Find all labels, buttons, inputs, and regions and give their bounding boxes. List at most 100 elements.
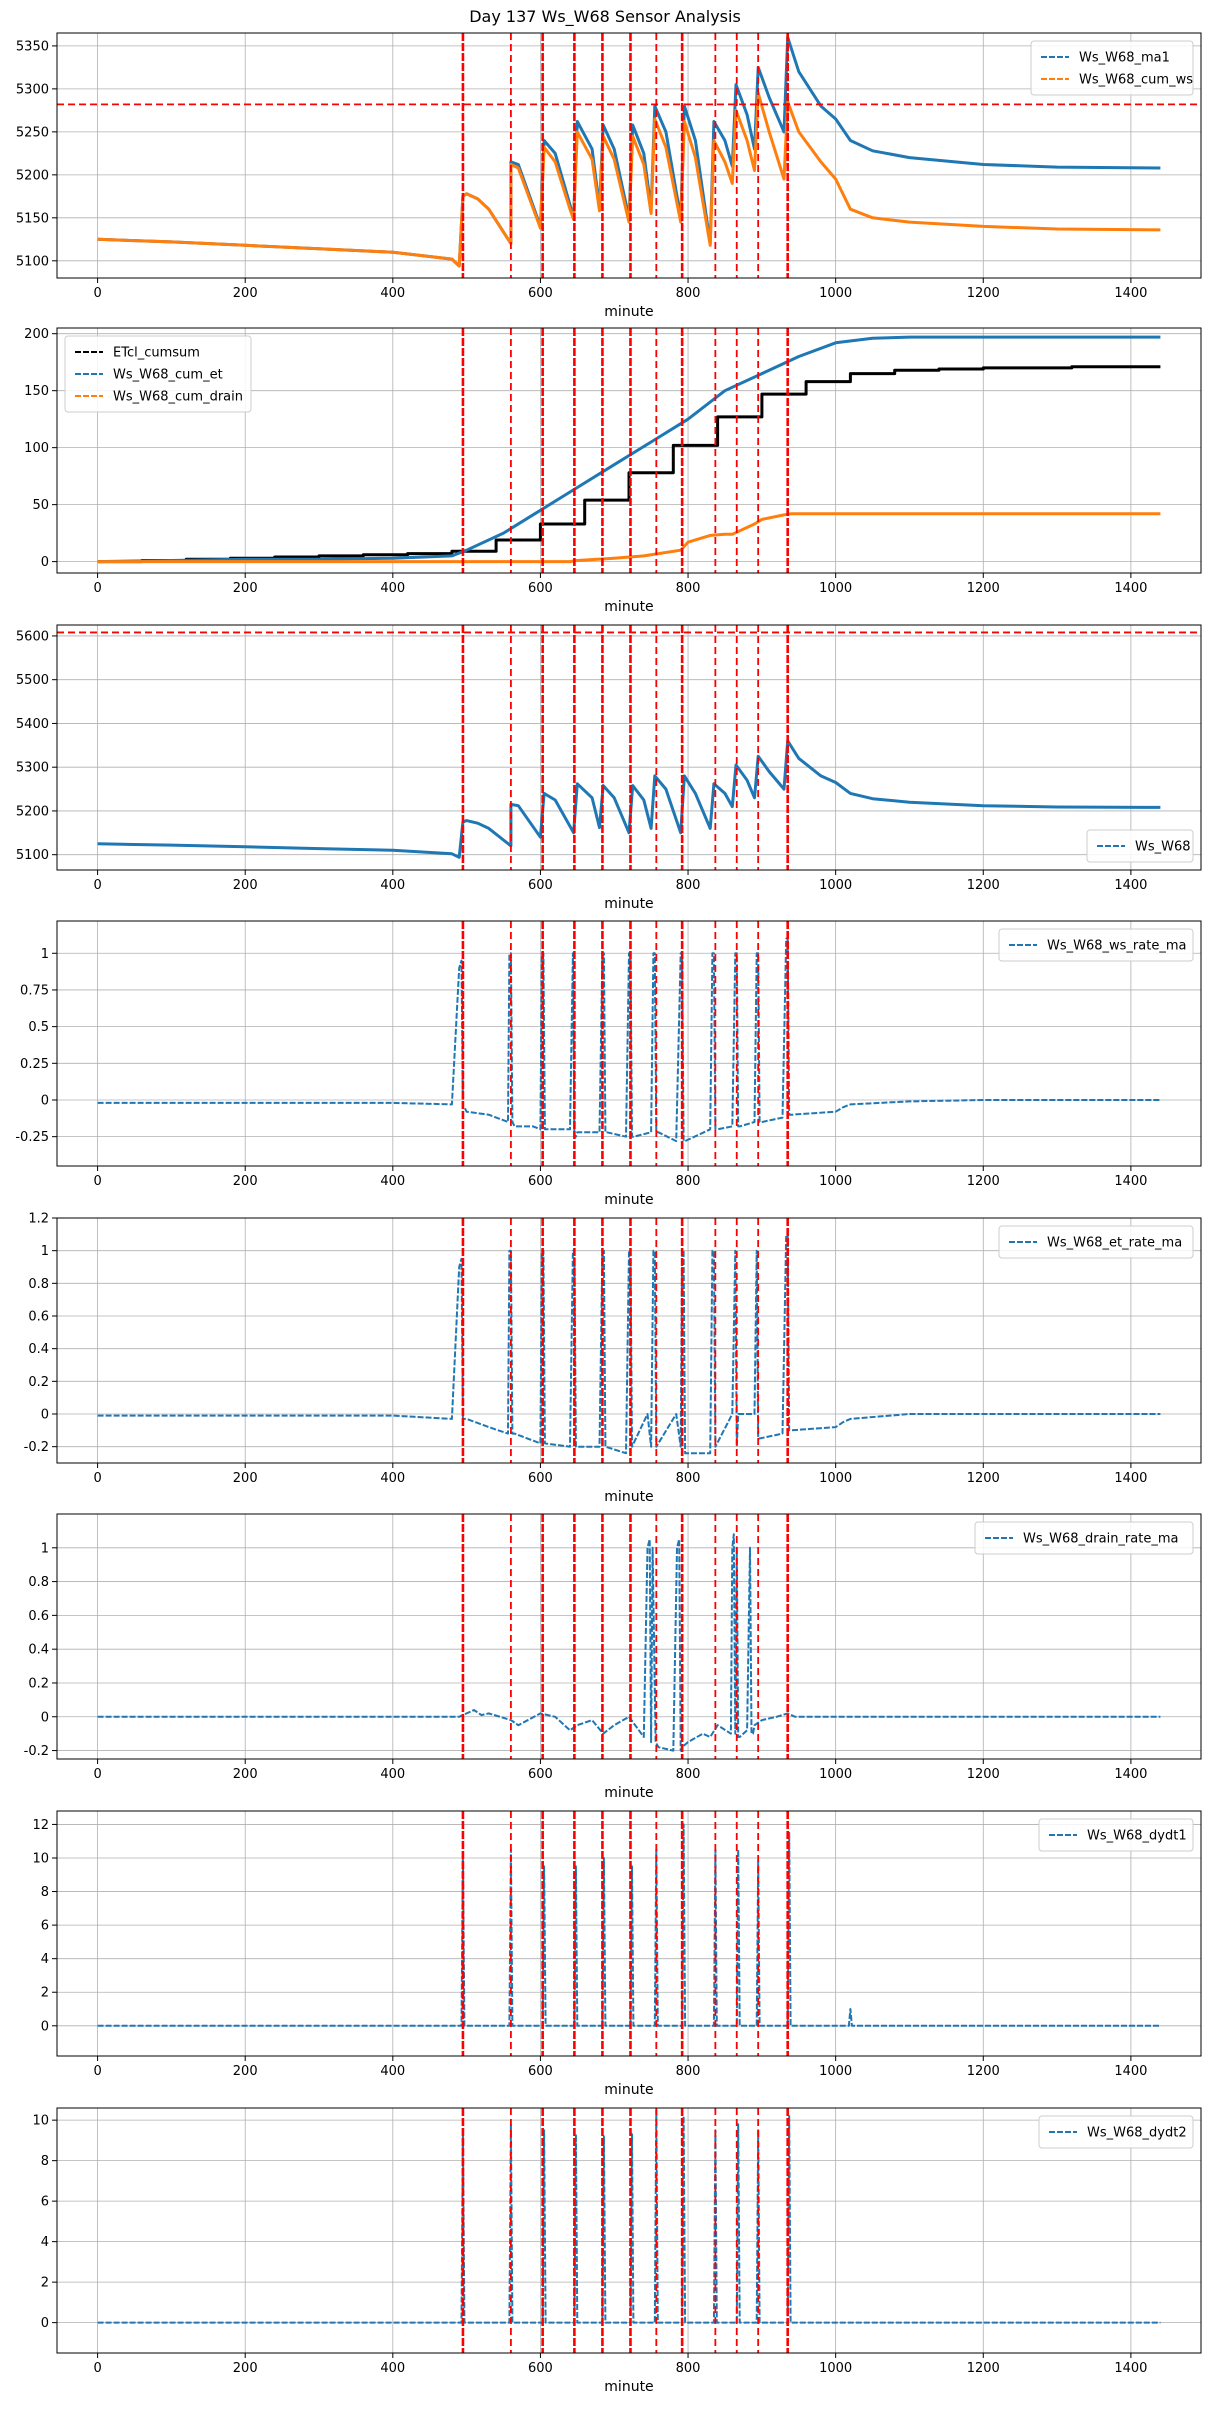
x-tick-label: 0	[93, 1174, 101, 1189]
legend: Ws_W68_ws_rate_ma	[998, 928, 1194, 962]
legend-box	[64, 335, 252, 413]
legend-label: ETcl_cumsum	[113, 346, 200, 361]
axes-frame	[56, 624, 1202, 871]
x-tick-label: 400	[380, 1174, 405, 1189]
figure-title: Day 137 Ws_W68 Sensor Analysis	[469, 7, 741, 27]
y-tick-label: 0.25	[20, 1057, 49, 1072]
series-line-Ws_W68_dydt2	[97, 2109, 1161, 2324]
x-tick-label: 1000	[819, 878, 852, 893]
legend: Ws_W68_dydt2	[1038, 2115, 1194, 2149]
x-axis-label: minute	[604, 1785, 653, 1801]
y-tick-label: 0.8	[28, 1575, 49, 1590]
x-tick-label: 800	[676, 286, 701, 301]
x-tick-label: 0	[93, 581, 101, 596]
y-tick-label: 0	[41, 555, 49, 570]
y-tick-label: 6	[41, 2195, 49, 2210]
x-tick-label: 200	[233, 1767, 258, 1782]
x-tick-label: 1000	[819, 1174, 852, 1189]
x-tick-label: 200	[233, 581, 258, 596]
x-tick-label: 800	[676, 1174, 701, 1189]
legend-label: Ws_W68_drain_rate_ma	[1023, 1532, 1178, 1547]
legend: Ws_W68_ma1 Ws_W68_cum_ws	[1030, 40, 1194, 96]
x-tick-label: 400	[380, 1471, 405, 1486]
x-tick-label: 1200	[967, 1174, 1000, 1189]
x-tick-label: 600	[528, 2064, 553, 2079]
x-tick-label: 1200	[967, 581, 1000, 596]
y-tick-label: 5250	[16, 125, 49, 140]
axes-frame	[56, 327, 1202, 574]
y-tick-label: 2	[41, 1986, 49, 2001]
x-tick-label: 200	[233, 1174, 258, 1189]
x-tick-label: 600	[528, 2361, 553, 2376]
x-tick-label: 0	[93, 878, 101, 893]
axes-frame	[56, 1217, 1202, 1464]
y-tick-label: -0.2	[24, 1440, 49, 1455]
plot-area	[97, 2108, 1161, 2353]
series-line-Ws_W68_drain_rate_ma	[97, 1533, 1161, 1752]
y-tick-label: 5200	[16, 168, 49, 183]
legend: ETcl_cumsum Ws_W68_cum_et Ws_W68_cum_drain	[64, 335, 252, 413]
x-axis-label: minute	[604, 599, 653, 615]
grid	[57, 1811, 1201, 2056]
y-tick-label: 100	[24, 441, 49, 456]
x-tick-label: 1000	[819, 581, 852, 596]
x-tick-label: 0	[93, 286, 101, 301]
x-tick-label: 600	[528, 1471, 553, 1486]
y-tick-label: 0.2	[28, 1676, 49, 1691]
legend-box	[974, 1521, 1194, 1555]
axes-frame	[56, 2107, 1202, 2354]
y-tick-label: 0.6	[28, 1310, 49, 1325]
y-tick-label: 5300	[16, 761, 49, 776]
x-axis-label: minute	[604, 304, 653, 320]
legend-label: Ws_W68_cum_ws	[1079, 73, 1193, 88]
x-tick-label: 800	[676, 1767, 701, 1782]
y-tick-label: 5150	[16, 211, 49, 226]
y-tick-label: 0	[41, 2019, 49, 2034]
x-tick-label: 400	[380, 1767, 405, 1782]
subplot-p5: 0 200 400 600 800 1000 1200 1400 -0.2 0 0.2 0.4 0.6 0…	[24, 1212, 1202, 1505]
x-tick-label: 200	[233, 2361, 258, 2376]
plot-area	[97, 1514, 1161, 1759]
legend-box	[1038, 2115, 1194, 2149]
x-tick-label: 1400	[1114, 1174, 1147, 1189]
series-line-Ws_W68_cum_et	[97, 335, 1161, 564]
x-tick-label: 1000	[819, 1471, 852, 1486]
y-tick-label: 5400	[16, 717, 49, 732]
x-axis-label: minute	[604, 2082, 653, 2098]
legend-box	[998, 1225, 1194, 1259]
y-tick-label: 150	[24, 384, 49, 399]
legend-box	[1038, 1818, 1194, 1852]
axes-frame	[56, 1513, 1202, 1760]
x-tick-label: 200	[233, 878, 258, 893]
x-axis-label: minute	[604, 1192, 653, 1208]
y-tick-label: 4	[41, 1952, 49, 1967]
y-tick-label: -0.2	[24, 1744, 49, 1759]
y-tick-label: 0	[41, 2316, 49, 2331]
plot-area	[97, 1218, 1161, 1463]
y-tick-label: 2	[41, 2276, 49, 2291]
y-tick-label: 0.8	[28, 1277, 49, 1292]
series-line-Ws_W68_cum_ws	[97, 91, 1161, 268]
x-tick-label: 400	[380, 878, 405, 893]
y-tick-label: 1	[41, 1244, 49, 1259]
x-axis-label: minute	[604, 896, 653, 912]
x-tick-label: 1200	[967, 878, 1000, 893]
series-line-Ws_W68_ws_rate_ma	[97, 937, 1161, 1143]
x-tick-label: 1400	[1114, 1471, 1147, 1486]
y-tick-label: 0	[41, 1408, 49, 1423]
y-tick-label: 5350	[16, 39, 49, 54]
y-tick-label: 5200	[16, 804, 49, 819]
legend-label: Ws_W68	[1135, 840, 1191, 855]
legend: Ws_W68	[1086, 829, 1194, 863]
x-tick-label: 200	[233, 286, 258, 301]
y-tick-label: 0.5	[28, 1020, 49, 1035]
y-tick-label: -0.25	[15, 1130, 49, 1145]
y-tick-label: 4	[41, 2235, 49, 2250]
x-tick-label: 1000	[819, 1767, 852, 1782]
axes-frame	[56, 32, 1202, 279]
y-tick-label: 5300	[16, 82, 49, 97]
legend-label: Ws_W68_dydt2	[1087, 2126, 1187, 2141]
x-tick-label: 600	[528, 878, 553, 893]
legend: Ws_W68_dydt1	[1038, 1818, 1194, 1852]
series-line-Ws_W68	[97, 739, 1161, 859]
